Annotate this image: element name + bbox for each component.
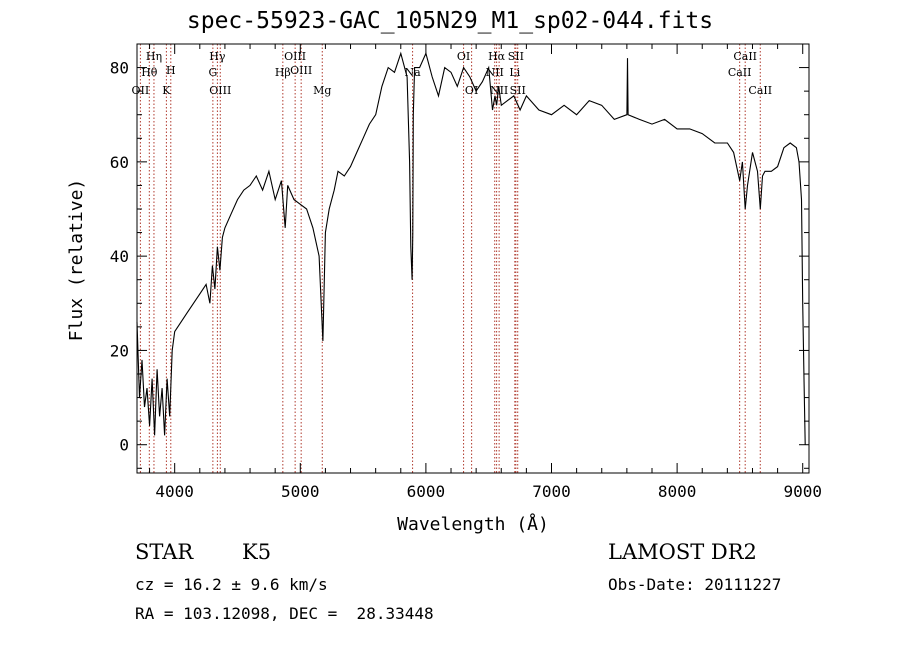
spectral-line-label: OI (457, 50, 470, 63)
observation-date: Obs-Date: 20111227 (608, 575, 782, 594)
chart-title: spec-55923-GAC_105N29_M1_sp02-044.fits (186, 8, 714, 34)
x-tick-label: 4000 (155, 482, 194, 501)
spectral-line-label: SII (508, 50, 524, 63)
spectral-line-label: Hβ (275, 66, 291, 79)
spectral-line-label: CaII (733, 50, 757, 63)
spectral-line-label: Hη (146, 50, 162, 63)
object-subclass: K5 (242, 540, 272, 564)
spectral-line-label: Hα (488, 50, 506, 63)
spectral-line-label: CaII (748, 84, 772, 97)
y-tick-label: 40 (110, 247, 129, 266)
redshift-velocity: cz = 16.2 ± 9.6 km/s (135, 575, 328, 594)
x-tick-label: 7000 (532, 482, 571, 501)
x-tick-label: 9000 (783, 482, 822, 501)
object-class: STAR (135, 540, 194, 564)
spectral-line-label: G (208, 66, 217, 79)
spectrum-line (136, 51, 806, 445)
x-tick-label: 5000 (281, 482, 320, 501)
spectral-line-label: OIII (290, 64, 312, 77)
spectral-lines-layer (139, 44, 761, 473)
spectral-line-label: H (166, 64, 176, 77)
spectral-line-label: OIII (284, 50, 306, 63)
x-tick-label: 6000 (407, 482, 446, 501)
y-axis-label: Flux (relative) (66, 179, 87, 342)
spectral-line-label: Mg (313, 84, 331, 97)
spectral-line-label: NII (486, 66, 504, 79)
x-tick-label: 8000 (658, 482, 697, 501)
survey-name: LAMOST DR2 (608, 540, 757, 564)
sky-coordinates: RA = 103.12098, DEC = 28.33448 (135, 604, 434, 623)
spectral-line-label: OII (132, 84, 150, 97)
y-tick-label: 60 (110, 153, 129, 172)
plot-frame (136, 43, 810, 474)
spectral-line-label: K (162, 84, 171, 97)
x-axis-label: Wavelength (Å) (397, 513, 549, 535)
spectral-line-label: CaII (728, 66, 752, 79)
y-tick-label: 0 (119, 436, 129, 455)
spectral-line-label: OIII (209, 84, 231, 97)
y-axis: 0 20 40 60 80 (110, 43, 809, 469)
spectral-line-label: Hγ (209, 50, 226, 63)
x-axis: 4000 5000 6000 7000 8000 9000 (149, 44, 822, 501)
spectral-line-label: Li (509, 66, 520, 79)
spectral-line-label: Hθ (141, 66, 158, 79)
y-tick-label: 80 (110, 59, 129, 78)
spectral-line-label: SII (510, 84, 526, 97)
spectral-line-label: Na (404, 66, 421, 79)
y-tick-label: 20 (110, 341, 129, 360)
